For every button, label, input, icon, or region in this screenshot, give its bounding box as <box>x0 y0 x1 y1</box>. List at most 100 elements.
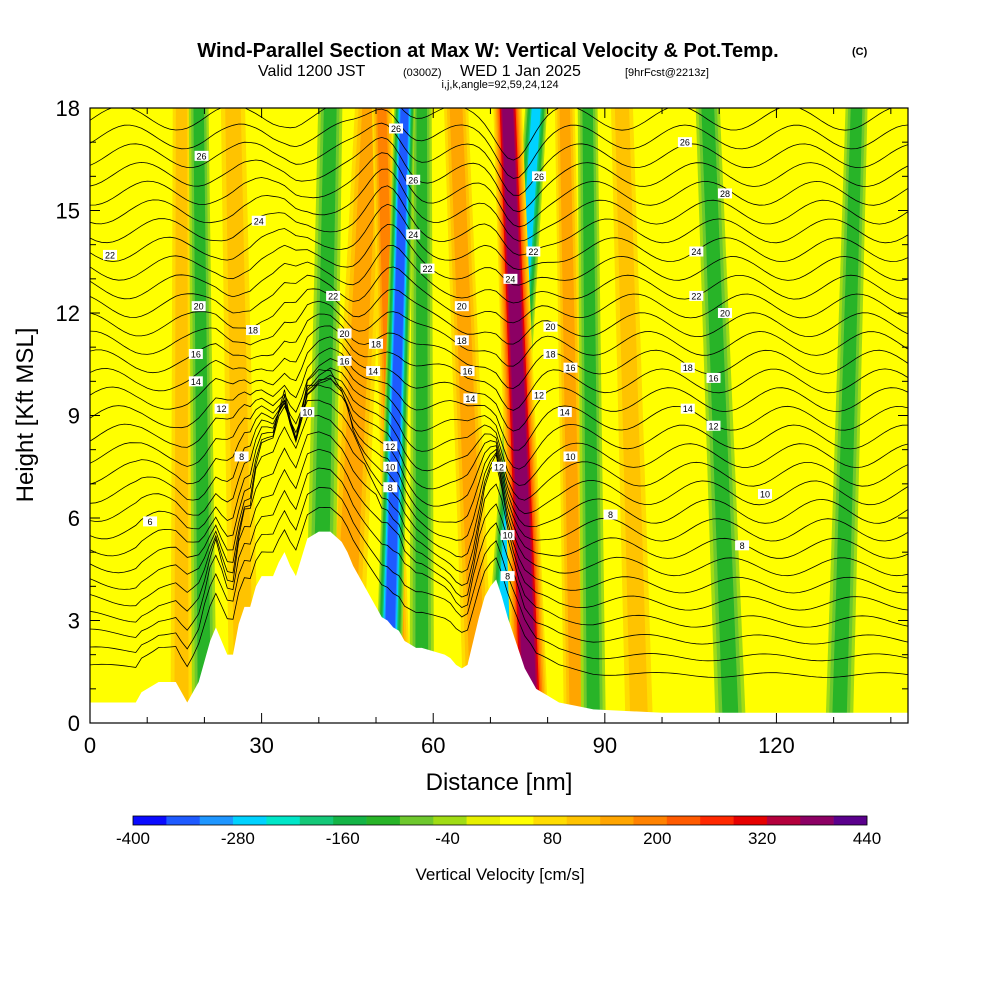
theta-label-42: 22 <box>689 290 704 301</box>
theta-label-3: 20 <box>191 301 206 312</box>
theta-contour-line-30 <box>90 108 893 161</box>
colorbar-swatch-18 <box>733 816 768 825</box>
colorbar-swatch-9 <box>433 816 467 825</box>
theta-contour-line-26 <box>90 152 908 228</box>
theta-contour-line-20 <box>90 266 908 324</box>
svg-text:10: 10 <box>503 531 513 541</box>
colorbar-swatch-16 <box>666 816 701 825</box>
svg-text:22: 22 <box>691 291 701 301</box>
theta-label-22: 8 <box>383 482 398 493</box>
svg-text:18: 18 <box>371 339 381 349</box>
svg-text:24: 24 <box>408 230 418 240</box>
svg-text:22: 22 <box>422 264 432 274</box>
y-tick-label-4: 12 <box>56 301 80 326</box>
colorbar-swatch-10 <box>466 816 501 825</box>
theta-label-8: 10 <box>300 407 315 418</box>
theta-label-0: 26 <box>194 150 209 161</box>
theta-contour-line-3 <box>90 448 908 628</box>
theta-label-1: 24 <box>251 215 266 226</box>
theta-label-35: 10 <box>563 451 578 462</box>
theta-label-10: 6 <box>143 516 158 527</box>
svg-text:18: 18 <box>248 326 258 336</box>
theta-label-2: 22 <box>103 249 118 260</box>
svg-text:8: 8 <box>239 452 244 462</box>
theta-contour-line-5 <box>90 415 908 594</box>
theta-label-26: 14 <box>463 393 478 404</box>
svg-text:12: 12 <box>709 421 719 431</box>
theta-label-31: 18 <box>543 349 558 360</box>
colorbar-swatch-8 <box>399 816 434 825</box>
colorbar-swatch-17 <box>700 816 734 825</box>
colorbar-swatch-3 <box>233 816 267 825</box>
svg-text:20: 20 <box>720 309 730 319</box>
theta-contour-line-13 <box>90 358 908 470</box>
theta-contour-line-12 <box>90 367 908 486</box>
colorbar <box>132 815 868 826</box>
colorbar-swatch-13 <box>566 816 601 825</box>
theta-contour-line-16 <box>90 325 908 411</box>
colorbar-swatch-2 <box>199 816 234 825</box>
theta-label-37: 10 <box>500 530 515 541</box>
svg-text:26: 26 <box>680 138 690 148</box>
x-axis: 0 30 60 90 120 <box>84 108 892 758</box>
svg-text:16: 16 <box>191 350 201 360</box>
theta-label-48: 8 <box>603 509 618 520</box>
x-tick-label-4: 120 <box>758 733 795 758</box>
theta-contour-labels: 26 24 22 20 18 16 14 12 10 8 6 26 26 24 22 22 20 18 16 14 12… <box>103 123 772 582</box>
theta-contour-line-28 <box>90 122 908 196</box>
svg-text:20: 20 <box>457 302 467 312</box>
svg-text:10: 10 <box>760 490 770 500</box>
svg-text:10: 10 <box>385 462 395 472</box>
colorbar-swatch-21 <box>833 816 868 825</box>
theta-label-4: 18 <box>246 325 261 336</box>
colorbar-tick-3: -40 <box>435 829 460 848</box>
svg-text:8: 8 <box>740 541 745 551</box>
x-tick-label-0: 0 <box>84 733 96 758</box>
theta-contours <box>90 108 908 678</box>
colorbar-swatch-0 <box>133 816 167 825</box>
theta-contour-line-0 <box>90 506 908 678</box>
y-axis-label: Height [Kft MSL] <box>12 328 39 503</box>
theta-label-44: 18 <box>680 362 695 373</box>
theta-label-50: 8 <box>735 540 750 551</box>
theta-label-18: 16 <box>337 355 352 366</box>
svg-text:14: 14 <box>560 408 570 418</box>
svg-text:26: 26 <box>408 175 418 185</box>
x-tick-label-1: 30 <box>249 733 273 758</box>
velocity-band-29 <box>832 108 863 723</box>
x-tick-label-3: 90 <box>593 733 617 758</box>
svg-text:6: 6 <box>148 517 153 527</box>
y-axis: 0 3 6 9 12 15 18 <box>56 96 908 736</box>
svg-text:14: 14 <box>191 377 201 387</box>
theta-contour-line-22 <box>90 223 908 286</box>
subtitle-date: WED 1 Jan 2025 <box>460 63 581 80</box>
colorbar-swatch-11 <box>500 816 534 825</box>
theta-contour-line-14 <box>90 347 908 451</box>
y-tick-label-5: 15 <box>56 199 80 224</box>
colorbar-tick-6: 320 <box>748 829 776 848</box>
svg-text:24: 24 <box>505 274 515 284</box>
theta-label-11: 26 <box>389 123 404 134</box>
theta-label-9: 8 <box>234 451 249 462</box>
colorbar-tick-2: -160 <box>326 829 360 848</box>
y-tick-label-1: 3 <box>68 609 80 634</box>
svg-text:16: 16 <box>340 356 350 366</box>
svg-text:12: 12 <box>385 442 395 452</box>
svg-text:14: 14 <box>683 404 693 414</box>
subtitle-valid-time: Valid 1200 JST <box>258 63 366 80</box>
theta-contour-line-10 <box>90 378 908 515</box>
theta-contour-line-4 <box>90 431 908 611</box>
theta-label-27: 26 <box>532 171 547 182</box>
colorbar-swatch-7 <box>366 816 401 825</box>
svg-text:24: 24 <box>691 247 701 257</box>
svg-text:26: 26 <box>197 151 207 161</box>
theta-label-41: 24 <box>689 246 704 257</box>
theta-contour-line-27 <box>90 136 908 213</box>
svg-text:10: 10 <box>565 452 575 462</box>
chart-title: Wind-Parallel Section at Max W: Vertical… <box>197 40 778 62</box>
svg-text:20: 20 <box>340 329 350 339</box>
theta-label-45: 16 <box>706 372 721 383</box>
theta-contour-line-15 <box>90 336 908 432</box>
svg-text:18: 18 <box>457 336 467 346</box>
